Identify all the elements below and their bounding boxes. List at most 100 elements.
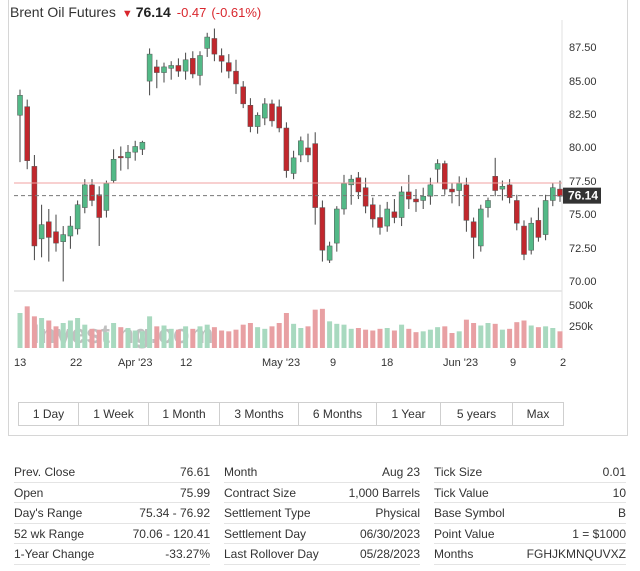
- tab-3-months[interactable]: 3 Months: [220, 403, 299, 425]
- candle-body: [240, 86, 246, 105]
- candle-body: [67, 225, 74, 237]
- chart-panel: [8, 0, 628, 436]
- volume-bar: [17, 313, 23, 348]
- date-tick-label: 22: [70, 357, 82, 369]
- candle-body: [499, 186, 506, 190]
- volume-tick-label: 250k: [569, 321, 593, 333]
- instrument-name: Brent Oil Futures: [10, 4, 116, 20]
- volume-bar: [204, 324, 210, 348]
- candle-body: [161, 66, 167, 73]
- candle-body: [190, 58, 196, 75]
- timeframe-tabs: 1 Day 1 Week 1 Month 3 Months 6 Months 1…: [18, 402, 564, 426]
- volume-bar: [183, 326, 189, 348]
- candle-body: [211, 38, 218, 55]
- price-chart[interactable]: Investing.com 76.14 87.5085.0082.5080.00…: [0, 0, 640, 400]
- stat-value: FGHJKMNQUVXZ: [526, 547, 626, 561]
- date-tick-label: 13: [14, 357, 26, 369]
- stat-row: Last Rollover Day 05/28/2023: [224, 544, 420, 565]
- current-price-tag: [563, 187, 601, 204]
- candle-body: [168, 65, 174, 69]
- stat-value: Physical: [375, 506, 420, 520]
- tab-6-months[interactable]: 6 Months: [299, 403, 377, 425]
- volume-bar: [406, 328, 412, 348]
- price-change-percent: (-0.61%): [211, 5, 262, 20]
- date-tick-label: 9: [510, 357, 516, 369]
- candle-body: [463, 184, 470, 221]
- stat-label: Open: [14, 485, 44, 500]
- volume-bar: [60, 323, 66, 348]
- price-tick-label: 80.00: [569, 142, 597, 154]
- stats-column-1: Prev. Close 76.61 Open 75.99 Day's Range 75.3…: [14, 462, 210, 565]
- candle-body: [31, 166, 38, 247]
- tab-1-month[interactable]: 1 Month: [149, 403, 220, 425]
- volume-bar: [456, 331, 462, 348]
- volume-bar: [298, 328, 304, 348]
- stat-label: Contract Size: [224, 485, 297, 500]
- stat-label: Point Value: [434, 526, 495, 541]
- volume-bar: [384, 328, 390, 348]
- volume-bar: [341, 324, 347, 348]
- date-tick-label: 12: [180, 357, 192, 369]
- tab-max[interactable]: Max: [526, 407, 550, 421]
- volume-bar: [125, 328, 131, 348]
- candle-body: [154, 66, 160, 73]
- volume-bar: [391, 330, 397, 348]
- candle-body: [204, 36, 210, 49]
- tab-1-day[interactable]: 1 Day: [19, 403, 79, 425]
- volume-bar: [276, 323, 282, 348]
- volume-bar: [327, 321, 333, 348]
- candle-body: [175, 65, 182, 72]
- volume-axis: 500k 250k: [569, 300, 593, 333]
- current-price-label: 76.14: [568, 189, 598, 203]
- volume-bar: [291, 323, 297, 348]
- stat-value: 0.01: [602, 465, 626, 479]
- price-tick-label: 72.50: [569, 243, 597, 255]
- candle-body: [17, 95, 23, 116]
- candle-body: [262, 103, 268, 119]
- candle-body: [226, 62, 232, 72]
- price-tick-label: 75.00: [569, 209, 597, 221]
- volume-bar: [96, 329, 102, 348]
- volume-bar: [550, 328, 556, 348]
- candle-body: [53, 231, 59, 244]
- price-tick-label: 70.00: [569, 276, 597, 288]
- volume-bar: [53, 326, 59, 348]
- date-tick-label: 9: [330, 357, 336, 369]
- volume-bar: [197, 326, 203, 348]
- candle-body: [413, 198, 419, 203]
- volume-bar: [226, 331, 232, 348]
- stats-column-3: Tick Size 0.01 Tick Value 10 Base Symbol B Poi…: [434, 462, 626, 565]
- candle-body: [442, 163, 448, 190]
- volume-bar: [132, 330, 138, 348]
- tab-5-years[interactable]: 5 years: [441, 403, 513, 425]
- stat-value: 76.61: [179, 465, 210, 479]
- candle-body: [456, 183, 462, 191]
- stat-label: 1-Year Change: [14, 547, 95, 561]
- volume-bar: [118, 327, 124, 348]
- volume-bar: [334, 323, 340, 348]
- candle-body: [557, 188, 563, 197]
- volume-bar: [305, 326, 311, 348]
- candle-body: [197, 55, 203, 76]
- tab-1-week[interactable]: 1 Week: [79, 403, 149, 425]
- volume-bar: [442, 326, 448, 348]
- tab-1-year[interactable]: 1 Year: [377, 403, 441, 425]
- volume-bar: [535, 327, 541, 348]
- volume-bar: [427, 329, 433, 348]
- volume-bar: [507, 328, 513, 348]
- candle-body: [182, 59, 189, 72]
- volume-bar: [413, 332, 419, 348]
- candlesticks: [17, 28, 563, 282]
- candle-body: [305, 147, 311, 156]
- price-tick-label: 87.50: [569, 42, 597, 54]
- volume-bar: [312, 309, 318, 348]
- stat-value: 75.99: [179, 485, 210, 500]
- candle-body: [298, 140, 304, 156]
- stat-row: Tick Size 0.01: [434, 462, 626, 483]
- stat-row: Day's Range 75.34 - 76.92: [14, 503, 210, 524]
- stat-value: Aug 23: [381, 465, 420, 479]
- volume-bar: [89, 328, 95, 348]
- volume-bar: [211, 327, 217, 348]
- volume-bar: [420, 331, 426, 348]
- date-tick-label: Apr '23: [118, 357, 153, 369]
